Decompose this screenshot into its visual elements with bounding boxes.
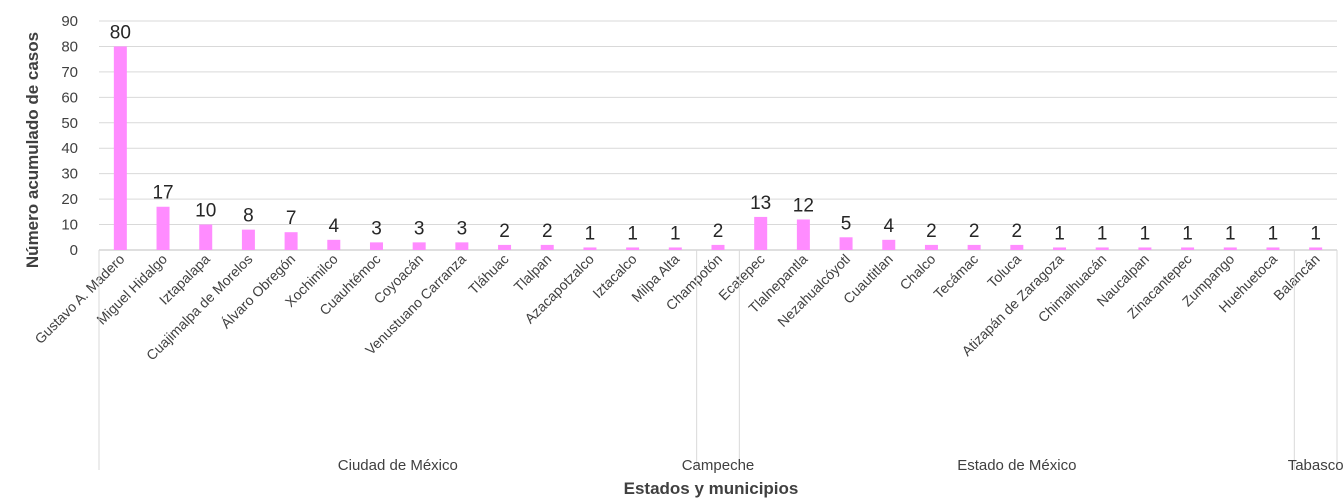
category-label: Balancán [1270,251,1323,304]
y-tick-label: 50 [61,115,78,132]
bar-atizapan-de-zaragoza [1053,247,1067,250]
data-label: 1 [670,223,681,244]
bar-chimalhuacan [1095,247,1109,250]
data-label: 1 [1054,223,1065,244]
data-label: 1 [1310,223,1321,244]
bar-tlalnepantla [796,219,810,250]
y-tick-label: 60 [61,89,78,106]
data-label: 3 [457,218,468,239]
data-label: 2 [926,221,937,242]
bar-tlalpan [540,244,554,250]
group-label-estado-de-mexico: Estado de México [957,457,1076,474]
y-tick-label: 10 [61,217,78,234]
bar-coyoacan [412,242,426,250]
y-tick-label: 20 [61,191,78,208]
group-label-ciudad-de-mexico: Ciudad de México [338,457,458,474]
bar-alvaro-obregon [284,232,298,250]
data-label: 2 [1012,221,1023,242]
data-label: 3 [371,218,382,239]
data-label: 7 [286,208,297,229]
bars [113,46,1323,250]
data-label: 3 [414,218,425,239]
bar-cuautitlan [882,239,896,250]
data-label: 1 [585,223,596,244]
data-label: 17 [152,183,173,204]
data-label: 13 [750,193,771,214]
y-tick-label: 40 [61,140,78,157]
data-label: 1 [1182,223,1193,244]
bar-ecatepec [754,216,768,250]
bar-chalco [924,244,938,250]
data-label: 80 [110,22,131,43]
data-label: 10 [195,201,216,222]
x-axis-title: Estados y municipios [624,479,799,498]
category-label: Tláhuac [465,251,512,298]
data-label: 4 [329,216,340,237]
data-label: 1 [1268,223,1279,244]
bar-tecamac [967,244,981,250]
data-label: 2 [969,221,980,242]
bar-huehuetoca [1266,247,1280,250]
category-label: Álvaro Obregón [218,251,299,332]
y-tick-label: 80 [61,38,78,55]
bar-gustavo-a-madero [113,46,127,250]
data-label: 2 [713,221,724,242]
group-label-tabasco: Tabasco [1288,457,1343,474]
category-label: Toluca [984,251,1024,291]
category-label: Chalco [896,251,938,293]
category-label: Tecámac [930,251,981,302]
data-label: 1 [1140,223,1151,244]
bar-azacapotzalco [583,247,597,250]
bar-naucalpan [1138,247,1152,250]
bar-iztapalapa [199,224,213,250]
data-label: 4 [883,216,894,237]
data-label: 1 [627,223,638,244]
y-tick-label: 70 [61,64,78,81]
bar-zinacantepec [1181,247,1195,250]
bar-cuauhtemoc [369,242,383,250]
data-label: 8 [243,206,254,227]
data-label: 12 [793,195,814,216]
data-label: 2 [499,221,510,242]
y-tick-label: 0 [70,242,78,259]
data-label: 2 [542,221,553,242]
data-label: 1 [1225,223,1236,244]
gridlines [99,20,1337,251]
y-axis-title: Número acumulado de casos [23,32,42,268]
y-axis-ticks: 0 10 20 30 40 50 60 70 80 90 [61,13,78,259]
bar-miguel-hidalgo [156,206,170,250]
bar-tlahuac [498,244,512,250]
bar-milpa-alta [668,247,682,250]
data-label: 1 [1097,223,1108,244]
bar-nezahualcoyotl [839,237,853,250]
group-label-campeche: Campeche [682,457,755,474]
y-tick-label: 30 [61,166,78,183]
bar-cuajimalpa-de-morelos [241,229,255,250]
bar-xochimilco [327,239,341,250]
bar-venustuano-carranza [455,242,469,250]
bar-champoton [711,244,725,250]
bar-toluca [1010,244,1024,250]
data-label: 5 [841,213,852,234]
bar-balancan [1309,247,1323,250]
x-axis-groups: Ciudad de México Campeche Estado de México… [98,250,1343,474]
bar-iztacalco [626,247,640,250]
bar-zumpango [1223,247,1237,250]
y-tick-label: 90 [61,13,78,30]
